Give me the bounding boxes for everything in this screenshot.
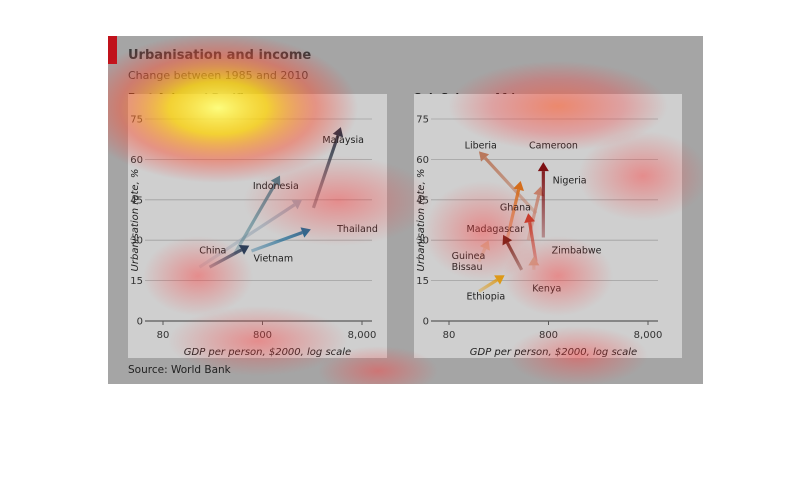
- x-axis-label: GDP per person, $2000, log scale: [470, 347, 637, 358]
- series-label: Indonesia: [253, 181, 299, 192]
- chart-source: Source: World Bank: [128, 364, 231, 376]
- x-tick-label: 8,000: [348, 330, 377, 341]
- series-label: Madagascar: [467, 224, 525, 235]
- y-axis-label: Urbanisation rate, %: [130, 169, 141, 272]
- y-tick-label: 75: [130, 115, 143, 126]
- series-label: Cameroon: [529, 141, 578, 152]
- series-label: Thailand: [336, 224, 378, 235]
- y-tick-label: 60: [130, 155, 143, 166]
- chart-figure: Urbanisation and income Change between 1…: [108, 36, 703, 384]
- series-label: Kenya: [532, 283, 561, 294]
- y-tick-label: 30: [130, 236, 143, 247]
- x-tick-label: 800: [539, 330, 558, 341]
- x-tick-label: 800: [253, 330, 272, 341]
- series-label: Vietnam: [254, 254, 294, 265]
- y-tick-label: 15: [130, 276, 143, 287]
- series-label: Ethiopia: [467, 291, 506, 302]
- y-axis-label: Urbanisation rate, %: [416, 169, 427, 272]
- series-label: Malaysia: [322, 135, 364, 146]
- series-label: China: [199, 246, 226, 257]
- y-tick-label: 45: [130, 195, 143, 206]
- panel-east-asia: 0 15 30 45 60 75 80 800 8,000 GDP per person, $20…: [128, 94, 387, 358]
- x-tick-label: 80: [443, 330, 456, 341]
- x-axis-label: GDP per person, $2000, log scale: [184, 347, 351, 358]
- series-label: Guinea: [452, 251, 486, 262]
- series-label: Zimbabwe: [552, 246, 602, 257]
- y-tick-label: 0: [423, 317, 429, 328]
- y-tick-label: 15: [416, 276, 429, 287]
- y-tick-label: 75: [416, 115, 429, 126]
- y-tick-label: 60: [416, 155, 429, 166]
- series-label: Liberia: [465, 141, 497, 152]
- series-arrow-head: [537, 162, 549, 172]
- x-tick-label: 80: [157, 330, 170, 341]
- series-label: Nigeria: [553, 176, 587, 187]
- series-arrow-head: [478, 151, 490, 162]
- series-nigeria: Nigeria: [537, 162, 587, 238]
- series-label: Bissau: [452, 262, 483, 273]
- series-label: Ghana: [500, 203, 531, 214]
- series-arrow-shaft: [478, 278, 498, 293]
- x-tick-label: 8,000: [634, 330, 663, 341]
- panel-background: [414, 94, 682, 358]
- y-tick-label: 0: [137, 317, 143, 328]
